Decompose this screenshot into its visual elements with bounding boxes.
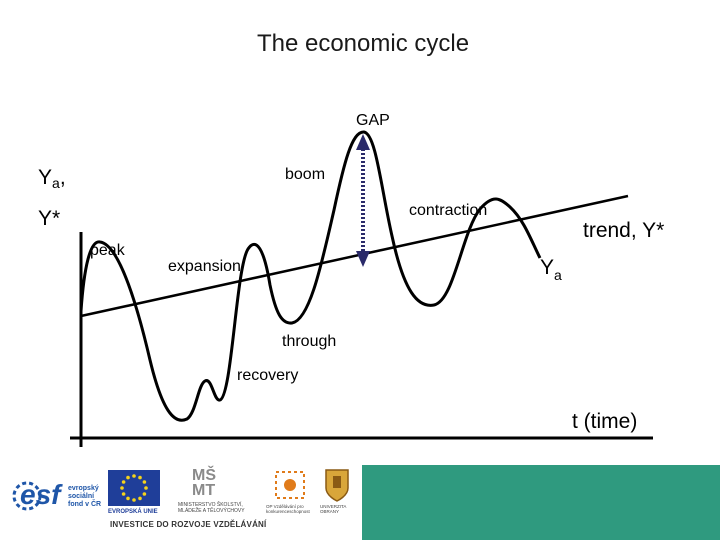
op-logo-icon xyxy=(275,471,305,499)
op-logo: OP Vzdělávání pro konkurenceschopnost xyxy=(266,468,316,520)
y-axis-label-ya: Ya, xyxy=(38,166,66,191)
peak-label: peak xyxy=(90,242,125,259)
esf-text: evropský sociální fond v ČR xyxy=(68,485,102,508)
ya-curve-label: Ya xyxy=(540,256,562,283)
y-axis-label-ystar: Y* xyxy=(38,207,61,230)
op-text: OP Vzdělávání pro konkurenceschopnost xyxy=(266,504,310,514)
msmt-logo: MŠ MT MINISTERSTVO ŠKOLSTVÍ, MLÁDEŽE A T… xyxy=(178,468,258,520)
esf-logo: esf evropský sociální fond v ČR xyxy=(12,479,101,517)
university-text: UNIVERZITA OBRANY xyxy=(320,504,347,514)
time-axis-label: t (time) xyxy=(572,410,638,433)
university-crest-icon xyxy=(325,469,349,502)
gap-arrow-head-top xyxy=(356,134,370,150)
gap-arrow-head-bottom xyxy=(356,251,370,267)
economic-cycle-diagram xyxy=(70,130,653,447)
eu-flag-icon xyxy=(108,470,160,506)
eu-logo: EVROPSKÁ UNIE xyxy=(108,470,160,518)
university-logo: UNIVERZITA OBRANY xyxy=(320,468,356,520)
y-axis-label-comma: , xyxy=(59,166,66,189)
msmt-text: MINISTERSTVO ŠKOLSTVÍ, MLÁDEŽE A TĚLOVÝC… xyxy=(178,502,245,514)
msmt-logo-text: MŠ MT xyxy=(192,467,216,499)
footer-logo-strip: esf evropský sociální fond v ČR EVROPSKÁ… xyxy=(0,465,362,540)
actual-output-curve xyxy=(79,130,542,422)
trend-label: trend, Y* xyxy=(583,219,665,242)
esf-logo-text: esf xyxy=(20,479,61,510)
ya-curve-label-main: Y xyxy=(540,256,555,279)
footer-slogan: INVESTICE DO ROZVOJE VZDĚLÁVÁNÍ xyxy=(110,520,267,529)
y-axis-label-ya-main: Y xyxy=(38,166,53,189)
green-corner-block xyxy=(362,465,720,540)
eu-text: EVROPSKÁ UNIE xyxy=(108,509,158,515)
gap-label: GAP xyxy=(356,112,390,129)
boom-label: boom xyxy=(285,166,326,183)
recovery-label: recovery xyxy=(237,367,299,384)
expansion-label: expansion xyxy=(168,258,241,275)
through-label: through xyxy=(282,333,337,350)
y-axis-label-ya-sub: a xyxy=(52,175,60,191)
esf-star-icon xyxy=(12,481,42,511)
contraction-label: contraction xyxy=(409,202,488,219)
ya-curve-label-sub: a xyxy=(554,267,562,283)
slide-title: The economic cycle xyxy=(256,30,470,57)
trend-line xyxy=(80,194,629,318)
